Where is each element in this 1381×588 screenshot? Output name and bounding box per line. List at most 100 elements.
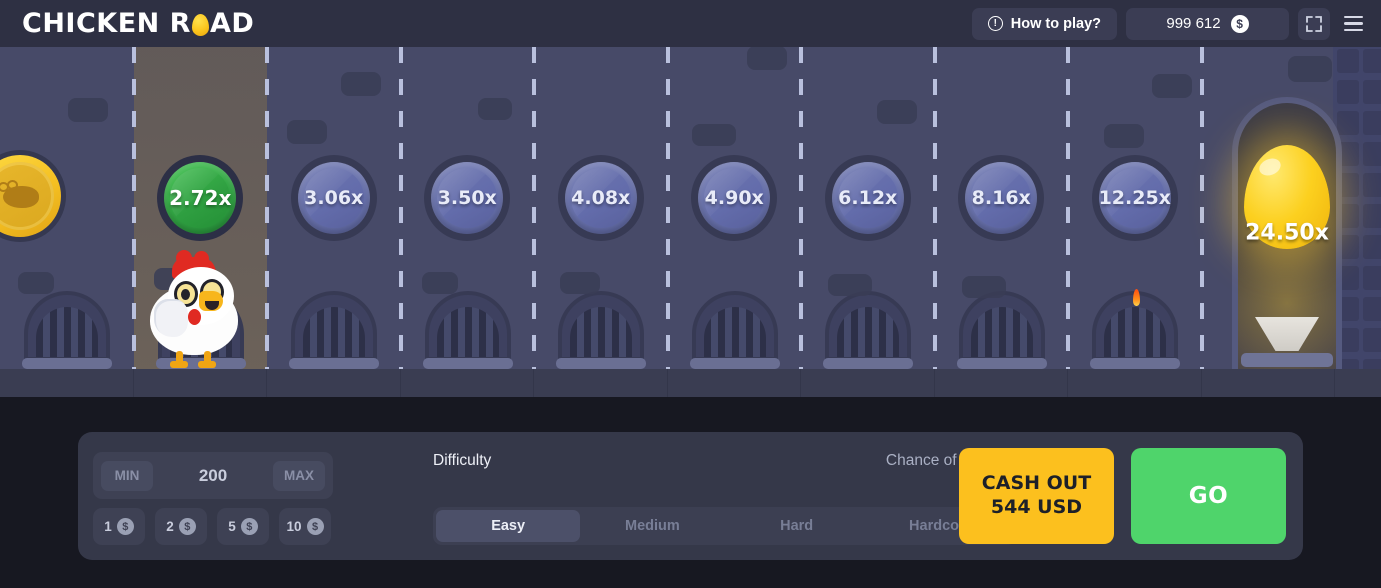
cash-out-line-2: 544 USD [990,496,1083,518]
dollar-coin-icon: $ [116,518,134,535]
wall-brick [1363,111,1381,135]
multiplier-token-3.06x[interactable]: 3.06x [290,155,377,241]
header-actions: ! How to play? 999 612 $ [971,7,1367,40]
road-manhole [18,272,54,294]
difficulty-tab-hard[interactable]: Hard [780,518,814,534]
game-board: 24.50x 2.72x 3.06x 3.50x 4.08x 4.90x 6.12x 8.1… [0,47,1381,369]
road-manhole [747,47,787,70]
sewer-grate [422,291,513,369]
how-to-play-button[interactable]: ! How to play? [971,7,1117,40]
lane-divider [532,47,536,369]
multiplier-token-6.12x[interactable]: 6.12x [824,155,911,241]
quick-bet-chip-5[interactable]: 5 $ [217,508,269,545]
chicken-beak [199,291,224,311]
wall-brick [1337,266,1359,290]
multiplier-label: 3.06x [304,187,364,209]
wall-brick [1363,204,1381,228]
sewer-grate [823,291,913,369]
lane-divider [1066,47,1070,369]
sewer-grate [956,291,1047,369]
wall-brick [1337,173,1359,197]
dollar-coin-icon: $ [240,518,258,535]
curb-segment [401,369,534,397]
curb-segment [134,369,267,397]
quick-bet-chip-2[interactable]: 2 $ [155,508,207,545]
multiplier-token-4.08x[interactable]: 4.08x [557,155,644,241]
multiplier-label: 12.25x [1098,187,1171,209]
prize-niche: 24.50x [1232,97,1342,369]
lane-divider [932,47,937,369]
difficulty-tab-hardcore[interactable]: Hardcore [909,518,973,534]
road-manhole [341,72,381,96]
egg-icon [191,13,209,36]
multiplier-label: 8.16x [971,187,1031,209]
wall-brick [1337,297,1359,321]
lane-divider [799,47,803,369]
difficulty-tab-group: Easy Medium Hard Hardcore [433,507,1016,545]
curb-segment [267,369,401,397]
wall-brick [1337,111,1359,135]
multiplier-label: 4.08x [571,187,631,209]
curb-segment [668,369,801,397]
curb-segment [1068,369,1202,397]
curb-segment [935,369,1068,397]
curb-segment [534,369,668,397]
road-manhole [692,124,736,146]
hamburger-menu-icon[interactable] [1339,8,1367,40]
lane-divider [665,47,670,369]
sewer-grate [289,291,379,369]
difficulty-tab-easy[interactable]: Easy [436,510,581,542]
wall-brick [1337,80,1359,104]
lane-divider [398,47,403,369]
quick-bet-chip-10[interactable]: 10 $ [279,508,331,545]
cash-out-button[interactable]: CASH OUT 544 USD [959,448,1114,544]
wall-brick [1363,359,1381,369]
wall-brick [1337,204,1359,228]
pedestal-base [1241,353,1333,367]
final-prize-multiplier: 24.50x [1245,220,1329,246]
sewer-grate [22,291,112,369]
chip-amount: 5 [228,519,236,534]
chip-amount: 2 [166,519,174,534]
dollar-coin-icon: $ [178,518,196,535]
chicken-drumstick-coin-icon [0,150,66,242]
wall-brick [1337,328,1359,352]
bet-min-button[interactable]: MIN [101,460,153,491]
bet-max-button[interactable]: MAX [273,460,325,491]
lane-divider [265,47,269,369]
wall-brick [1337,359,1359,369]
difficulty-label: Difficulty [433,452,492,469]
bet-controls: MIN 200 MAX 1 $2 $5 $10 $ [93,452,333,545]
multiplier-token-2.72x[interactable]: 2.72x [157,155,244,241]
go-button[interactable]: GO [1131,448,1286,544]
curb-segment [1335,369,1381,397]
multiplier-token-8.16x[interactable]: 8.16x [958,155,1045,241]
difficulty-tab-medium[interactable]: Medium [624,518,680,534]
wall-brick [1363,297,1381,321]
wall-brick [1363,80,1381,104]
bet-amount-field[interactable]: MIN 200 MAX [93,452,333,499]
cash-out-line-1: CASH OUT [981,472,1092,495]
how-to-play-label: How to play? [1010,15,1101,32]
multiplier-label: 3.50x [437,187,497,209]
app-header: CHICKEN R AD ! How to play? 999 612 $ [0,0,1381,47]
wall-brick [1337,142,1359,166]
road-manhole [560,272,600,294]
quick-bet-chips: 1 $2 $5 $10 $ [93,508,333,545]
multiplier-token-12.25x[interactable]: 12.25x [1091,155,1178,241]
difficulty-section: Difficulty Chance of collision Easy Mediu… [433,452,1016,545]
quick-bet-chip-1[interactable]: 1 $ [93,508,145,545]
multiplier-label: 2.72x [169,186,232,210]
logo-text-left: CHICKEN R [22,8,191,39]
lane-divider [1199,47,1204,369]
chicken-character [142,250,254,368]
balance-display[interactable]: 999 612 $ [1126,7,1289,40]
road-manhole [1288,56,1332,82]
multiplier-token-3.50x[interactable]: 3.50x [424,155,511,241]
road-manhole [287,120,327,144]
fullscreen-expand-icon[interactable] [1298,7,1330,40]
multiplier-token-4.90x[interactable]: 4.90x [691,155,778,241]
balance-value: 999 612 [1166,15,1221,32]
bet-amount-value[interactable]: 200 [198,465,228,485]
